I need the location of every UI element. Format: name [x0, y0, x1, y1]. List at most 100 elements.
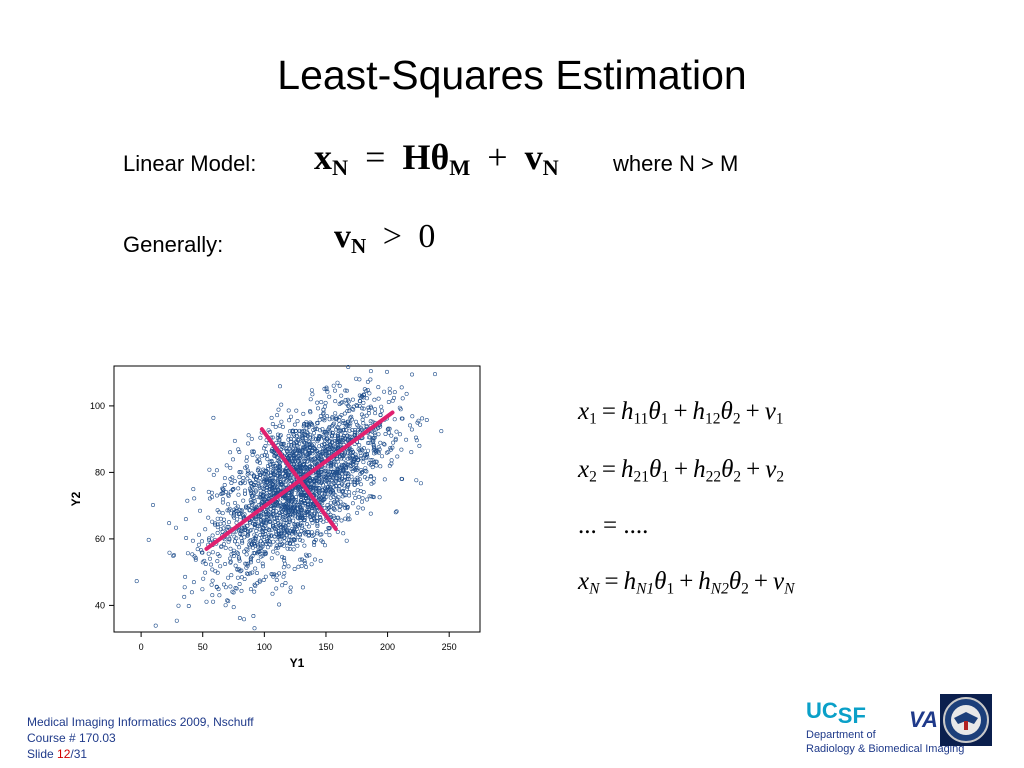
scatter-point [245, 563, 250, 568]
scatter-point [243, 488, 248, 493]
scatter-point [368, 511, 373, 516]
scatter-point [286, 523, 291, 528]
scatter-point [301, 452, 306, 457]
scatter-point [250, 452, 255, 457]
where-text: where N > M [613, 151, 739, 176]
scatter-point [270, 591, 275, 596]
scatter-point [220, 511, 225, 516]
scatter-point [274, 546, 279, 551]
scatter-point [207, 536, 212, 541]
scatter-point [261, 532, 266, 537]
scatter-point [321, 407, 326, 412]
scatter-point [153, 623, 158, 628]
scatter-point [249, 542, 254, 547]
scatter-point [303, 496, 308, 501]
scatter-point [347, 404, 352, 409]
scatter-point [228, 465, 233, 470]
scatter-point [167, 550, 172, 555]
scatter-point [320, 540, 325, 545]
scatter-point [281, 441, 286, 446]
scatter-point [202, 558, 207, 563]
scatter-point [192, 496, 197, 501]
scatter-point [283, 581, 288, 586]
scatter-point [271, 539, 276, 544]
scatter-point [296, 448, 301, 453]
scatter-point [277, 434, 282, 439]
scatter-point [227, 537, 232, 542]
scatter-point [298, 462, 303, 467]
scatter-point [209, 582, 214, 587]
scatter-point [289, 448, 294, 453]
model-eq: = [365, 137, 386, 177]
scatter-point [345, 484, 350, 489]
scatter-point [315, 421, 320, 426]
scatter-point [285, 533, 290, 538]
scatter-point [282, 539, 287, 544]
scatter-point [322, 469, 327, 474]
scatter-point [250, 501, 255, 506]
scatter-point [369, 481, 374, 486]
scatter-point [236, 486, 241, 491]
scatter-point [268, 534, 273, 539]
scatter-point [413, 435, 418, 440]
scatter-point [312, 511, 317, 516]
scatter-point [299, 500, 304, 505]
scatter-point [285, 448, 290, 453]
noise-v: v [334, 218, 351, 255]
scatter-point [235, 517, 240, 522]
scatter-point [378, 440, 383, 445]
scatter-point [172, 553, 177, 558]
scatter-point [321, 494, 326, 499]
scatter-point [222, 517, 227, 522]
scatter-point [393, 510, 398, 515]
model-plus: + [487, 137, 508, 177]
scatter-point [368, 369, 373, 374]
scatter-point [371, 439, 376, 444]
scatter-point [349, 456, 354, 461]
scatter-point [220, 486, 225, 491]
scatter-point [259, 500, 264, 505]
scatter-point [182, 594, 187, 599]
scatter-point [335, 380, 340, 385]
scatter-point [357, 477, 362, 482]
scatter-point [407, 423, 412, 428]
scatter-point [249, 471, 254, 476]
scatter-point [238, 514, 243, 519]
scatter-point [298, 488, 303, 493]
scatter-point [439, 429, 444, 434]
scatter-point [231, 486, 236, 491]
scatter-point [345, 504, 350, 509]
scatter-point [352, 431, 357, 436]
scatter-point [294, 495, 299, 500]
scatter-point [280, 515, 285, 520]
scatter-point [239, 526, 244, 531]
scatter-point [355, 422, 360, 427]
scatter-point [345, 423, 350, 428]
scatter-point [324, 437, 329, 442]
scatter-point [315, 489, 320, 494]
scatter-point [316, 436, 321, 441]
scatter-point [265, 507, 270, 512]
scatter-point [250, 494, 255, 499]
scatter-point [304, 426, 309, 431]
scatter-point [261, 578, 266, 583]
scatter-point [395, 454, 400, 459]
scatter-point [218, 521, 223, 526]
scatter-point [346, 365, 351, 370]
scatter-point [266, 527, 271, 532]
scatter-point [215, 530, 220, 535]
scatter-point [356, 447, 361, 452]
scatter-point [376, 432, 381, 437]
scatter-point [364, 497, 369, 502]
scatter-point [298, 472, 303, 477]
scatter-point [246, 441, 251, 446]
scatter-point [257, 470, 262, 475]
scatter-point [302, 517, 307, 522]
scatter-point [278, 482, 283, 487]
scatter-point [350, 501, 355, 506]
model-v: v [524, 137, 543, 177]
scatter-point [239, 509, 244, 514]
scatter-point [218, 516, 223, 521]
scatter-point [182, 585, 187, 590]
scatter-point [381, 441, 386, 446]
